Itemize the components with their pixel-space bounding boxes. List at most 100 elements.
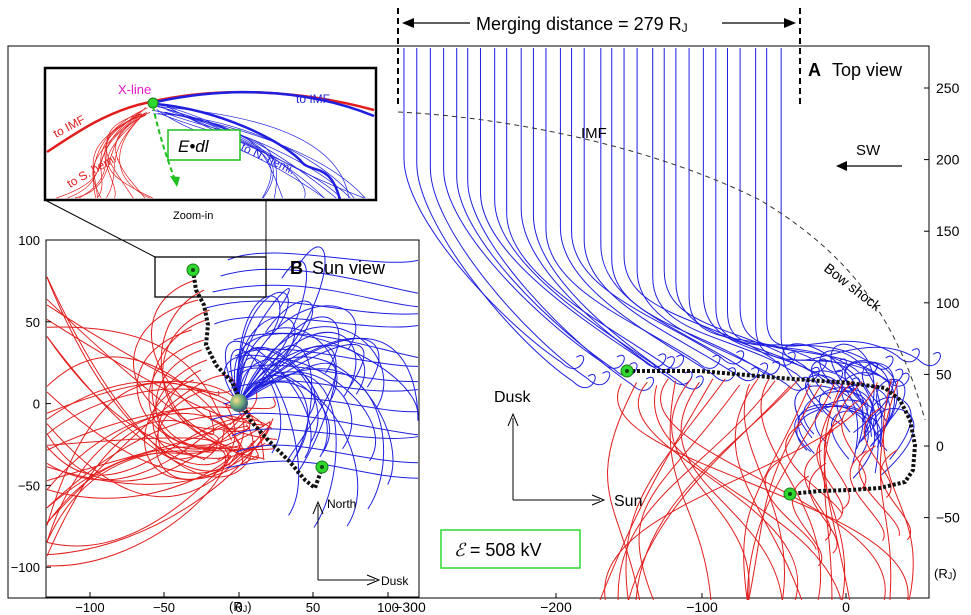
panel-b-x-line	[191, 269, 324, 492]
panel-b-letter: B	[290, 258, 303, 278]
south-loop-line	[849, 450, 885, 541]
south-field-line	[669, 380, 712, 601]
zoom-thin-red	[78, 113, 141, 199]
zoom-thin-blue	[160, 106, 350, 199]
south-field-line	[823, 381, 863, 601]
imf-field-line	[766, 48, 920, 363]
zoom-thin-blue	[158, 112, 272, 199]
right-tick-label: 200	[936, 152, 960, 168]
imf-field-line	[443, 48, 625, 369]
zoom-thin-red	[56, 111, 141, 199]
panel-a-field-lines-south	[599, 378, 914, 601]
sun-axis-arrowhead	[591, 494, 606, 506]
sun-axis-label: Sun	[614, 493, 642, 510]
south-field-line	[604, 382, 878, 601]
b-south-field-line	[46, 326, 233, 441]
b-north-field-line	[238, 356, 394, 485]
b-south-field-line	[46, 304, 264, 428]
b-south-loop-line	[133, 299, 249, 430]
b-open-north-line	[231, 380, 419, 392]
to-imf-right-label: to IMF	[296, 92, 330, 106]
imf-field-line	[727, 48, 894, 370]
b-south-field-line	[46, 356, 244, 452]
south-loop-line	[804, 450, 832, 541]
b-north-field-line	[237, 288, 290, 404]
south-loop-line	[858, 445, 900, 536]
imf-field-line	[688, 48, 847, 373]
south-field-line	[617, 383, 909, 601]
b-open-north-line	[233, 332, 419, 358]
b-south-loop-line	[155, 389, 256, 480]
south-field-line	[743, 383, 785, 601]
imf-field-line	[571, 48, 745, 365]
panel-a-field-lines-north	[403, 48, 941, 479]
south-field-line	[734, 378, 803, 601]
closed-field-line	[794, 405, 882, 453]
b-open-north-line	[205, 300, 419, 315]
b-north-field-line	[238, 326, 385, 410]
closed-field-line	[841, 372, 896, 446]
b-south-loop-line	[151, 319, 242, 450]
voltage-box	[440, 529, 581, 569]
right-tick-label: 150	[936, 223, 960, 239]
south-loop-line	[785, 423, 843, 514]
b-south-loop-line	[155, 349, 266, 459]
closed-field-line	[782, 343, 872, 437]
b-left-tick-label: 0	[33, 397, 40, 412]
south-field-line	[671, 378, 750, 601]
bottom-tick-label: −100	[686, 599, 718, 615]
imf-label: IMF	[581, 125, 607, 142]
panel-b-field-lines-south	[46, 276, 277, 567]
imf-field-line	[429, 48, 611, 386]
b-bottom-tick-label: 100	[377, 600, 399, 615]
closed-field-line	[805, 374, 859, 465]
imf-field-line	[600, 48, 768, 377]
b-south-field-line	[46, 448, 214, 542]
b-north-field-line	[238, 331, 357, 404]
south-field-line	[743, 384, 811, 601]
b-south-loop-line	[152, 359, 271, 454]
b-left-tick-label: −100	[11, 560, 40, 575]
b-north-field-line	[238, 327, 338, 404]
imf-field-line	[506, 48, 685, 369]
edl-label: E•dl	[178, 137, 210, 156]
voltage-label: ℰ = 508 kV	[454, 540, 541, 561]
south-field-line	[660, 378, 886, 601]
south-field-line	[879, 380, 899, 601]
imf-field-line	[636, 48, 809, 391]
x-line-label: X-line	[118, 82, 151, 97]
b-north-field-line	[237, 295, 281, 404]
panel-a-letter: A	[808, 60, 821, 80]
b-north-field-line	[224, 340, 312, 459]
south-field-line	[819, 381, 853, 601]
south-field-line	[882, 378, 914, 601]
merging-arrowhead-left	[402, 18, 414, 28]
south-field-line	[823, 379, 851, 601]
panel-b-left-axis: 100 50 0 −50 −100	[11, 233, 51, 575]
zoom-thin-blue	[167, 106, 365, 199]
zoom-inset-frame	[43, 66, 378, 202]
imf-field-line	[663, 48, 827, 373]
south-loop-line	[791, 475, 823, 567]
south-field-line	[625, 378, 726, 601]
closed-field-line	[807, 370, 864, 450]
zoom-thin-blue	[164, 111, 351, 199]
south-loop-line	[841, 400, 867, 492]
edl-arrowhead	[170, 176, 180, 187]
b-open-north-line	[227, 252, 419, 263]
panel-a-title: Top view	[832, 60, 903, 80]
b-open-north-line	[235, 348, 419, 367]
jupiter-sphere	[230, 394, 248, 412]
b-north-field-line	[238, 357, 300, 516]
panel-a-right-axis: 250 200 150 100 50 0 −50	[924, 80, 960, 526]
bottom-tick-label: −300	[394, 599, 426, 615]
panel-b-marker-top-core	[191, 268, 195, 272]
b-open-north-line	[210, 412, 419, 436]
b-open-north-line	[228, 364, 419, 383]
zoom-thick-blue-2	[155, 102, 342, 201]
bottom-tick-label: 0	[842, 599, 850, 615]
b-north-field-line	[238, 373, 337, 528]
right-tick-label: 0	[936, 438, 944, 454]
edl-arrow	[152, 105, 176, 181]
panel-a-frame	[7, 45, 930, 599]
